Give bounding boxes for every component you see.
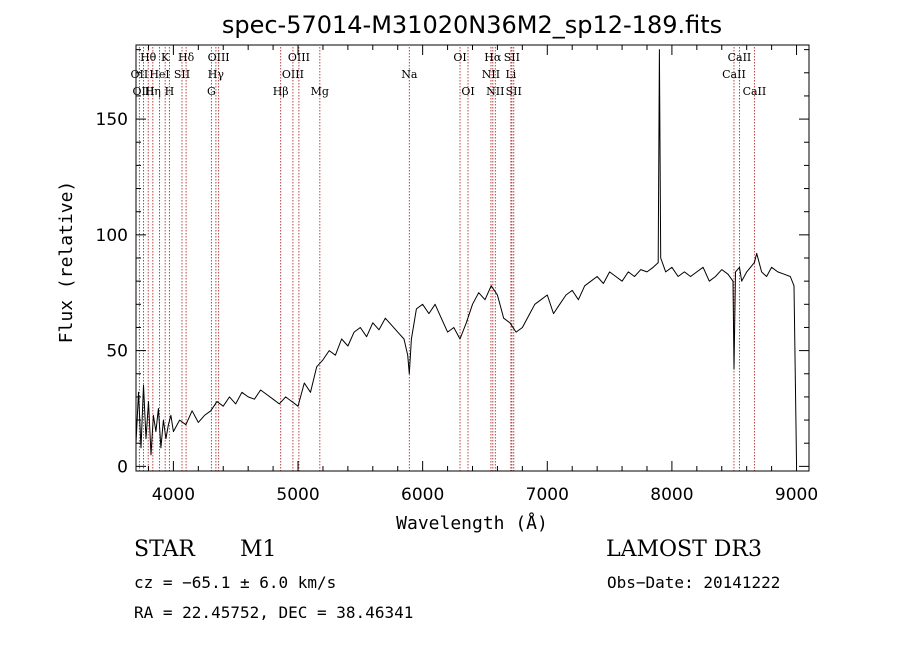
marker-label-22: SII <box>504 51 520 64</box>
spectrum-series <box>135 49 797 462</box>
x-axis-label: Wavelength (Å) <box>396 512 548 534</box>
observation-date: Obs−Date: 20141222 <box>607 573 781 592</box>
marker-label-23: Li <box>505 68 516 81</box>
marker-label-11: G <box>207 85 216 98</box>
marker-label-19: Hα <box>484 51 502 64</box>
x-tick-label-3: 7000 <box>526 485 569 505</box>
marker-label-2: OIII <box>132 85 154 98</box>
marker-label-27: CaII <box>743 85 767 98</box>
object-subclass: M1 <box>240 537 277 562</box>
marker-label-21: NII <box>486 85 504 98</box>
marker-label-25: CaII <box>728 51 752 64</box>
plot-frame <box>135 44 810 472</box>
marker-label-9: OIII <box>208 51 230 64</box>
y-tick-label-0: 0 <box>117 457 128 477</box>
marker-label-3: K <box>161 51 170 64</box>
marker-label-15: Mg <box>311 85 329 98</box>
marker-label-26: CaII <box>722 68 746 81</box>
coordinates: RA = 22.45752, DEC = 38.46341 <box>134 603 414 622</box>
marker-label-6: Hδ <box>178 51 195 64</box>
marker-label-10: Hγ <box>208 68 225 81</box>
marker-label-13: OIII <box>282 68 304 81</box>
emission-line-markers <box>138 47 755 471</box>
marker-label-5: Hη <box>145 85 161 98</box>
x-tick-label-1: 5000 <box>276 485 319 505</box>
redshift-velocity: cz = −65.1 ± 6.0 km/s <box>134 573 337 592</box>
marker-label-14: Hβ <box>273 85 289 98</box>
y-axis: 0 50 100 150 <box>96 49 809 477</box>
marker-label-17: OI <box>453 51 466 64</box>
spectrum-line <box>135 49 797 462</box>
object-class: STAR <box>134 537 195 562</box>
y-tick-label-1: 50 <box>106 342 128 362</box>
x-tick-label-5: 9000 <box>775 485 818 505</box>
x-tick-label-0: 4000 <box>152 485 195 505</box>
marker-label-12: OIII <box>288 51 310 64</box>
survey-name: LAMOST DR3 <box>606 537 762 562</box>
x-tick-label-4: 8000 <box>650 485 693 505</box>
marker-label-4: HeI <box>149 68 169 81</box>
x-axis: 4000 5000 6000 7000 8000 9000 <box>147 45 818 505</box>
marker-label-8: H <box>165 85 175 98</box>
x-tick-label-2: 6000 <box>401 485 444 505</box>
marker-label-1: OII <box>131 68 149 81</box>
marker-label-18: OI <box>461 85 474 98</box>
chart-title: spec-57014-M31020N36M2_sp12-189.fits <box>222 11 722 39</box>
marker-label-0: Hθ <box>140 51 157 64</box>
y-tick-label-3: 150 <box>96 110 128 130</box>
marker-label-24: SII <box>506 85 522 98</box>
emission-line-labels: Hθ OII OIII K HeI Hη Hδ SII H OIII Hγ G OIII OIII Hβ Mg… <box>131 51 767 98</box>
y-axis-label: Flux (relative) <box>56 181 77 344</box>
marker-label-7: SII <box>174 68 190 81</box>
marker-label-16: Na <box>401 68 418 81</box>
y-tick-label-2: 100 <box>96 226 128 246</box>
marker-label-20: NII <box>482 68 500 81</box>
